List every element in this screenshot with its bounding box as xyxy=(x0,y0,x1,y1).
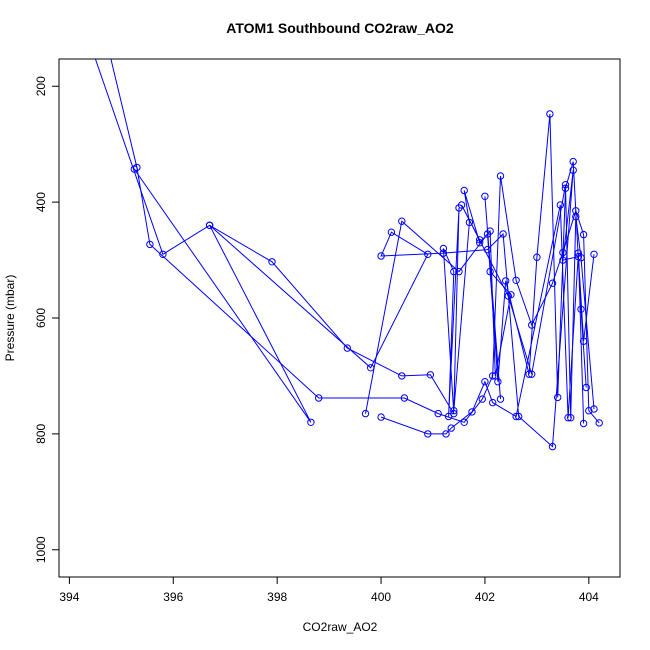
data-point xyxy=(499,230,507,238)
data-point xyxy=(489,398,497,407)
x-tick-label: 402 xyxy=(475,590,495,604)
data-point xyxy=(315,394,323,402)
data-point xyxy=(130,165,139,173)
data-point xyxy=(159,250,167,259)
data-point xyxy=(546,110,554,118)
y-tick-label: 400 xyxy=(34,192,48,212)
data-point xyxy=(447,424,455,432)
data-point xyxy=(512,276,520,284)
data-point xyxy=(361,409,370,418)
data-point xyxy=(564,414,572,422)
data-point xyxy=(457,201,466,209)
data-point xyxy=(548,279,557,287)
data-point xyxy=(483,230,492,238)
data-point xyxy=(579,230,588,239)
data-point xyxy=(494,378,502,386)
series-line xyxy=(94,59,512,417)
chart-title: ATOM1 Southbound CO2raw_AO2 xyxy=(226,20,454,36)
series-line xyxy=(110,59,600,424)
data-point xyxy=(387,228,396,236)
x-tick-label: 398 xyxy=(267,590,287,604)
series-line xyxy=(133,168,595,448)
data-point xyxy=(595,419,603,427)
y-tick-label: 600 xyxy=(34,308,48,328)
x-tick-label: 400 xyxy=(371,590,391,604)
y-tick-label: 200 xyxy=(34,76,48,96)
x-tick-label: 396 xyxy=(163,590,183,604)
data-point xyxy=(481,378,489,386)
data-point xyxy=(478,395,486,403)
data-point xyxy=(460,186,468,195)
data-point xyxy=(577,254,585,262)
data-point xyxy=(455,267,463,276)
data-point xyxy=(528,370,536,378)
data-point xyxy=(556,201,564,209)
data-point xyxy=(572,212,580,221)
data-point xyxy=(398,217,406,225)
data-point xyxy=(548,442,557,451)
data-point xyxy=(439,249,448,257)
data-point xyxy=(426,371,435,379)
data-point xyxy=(398,372,406,380)
data-point xyxy=(476,236,484,244)
y-axis: 200 400 600 800 1000 xyxy=(34,76,60,563)
data-point xyxy=(585,407,593,415)
x-axis-label: CO2raw_AO2 xyxy=(303,620,378,634)
data-point xyxy=(307,418,315,426)
x-tick-label: 404 xyxy=(579,590,599,604)
y-axis-label: Pressure (mbar) xyxy=(3,275,17,362)
data-point xyxy=(481,192,489,201)
data-point xyxy=(343,344,351,352)
data-point xyxy=(533,253,541,261)
data-point xyxy=(554,393,562,402)
data-point xyxy=(400,394,409,402)
x-axis: 394 396 398 400 402 404 xyxy=(59,576,599,604)
data-point xyxy=(590,250,598,259)
data-point xyxy=(442,430,450,438)
data-point xyxy=(439,244,448,253)
data-point xyxy=(424,250,432,259)
data-point xyxy=(567,414,575,422)
data-point xyxy=(468,408,476,416)
data-point xyxy=(496,395,505,403)
data-point xyxy=(569,157,577,166)
data-point xyxy=(424,430,432,438)
plot-frame xyxy=(58,58,621,578)
data-point xyxy=(579,419,588,428)
data-point xyxy=(268,258,276,266)
data-point xyxy=(450,407,458,415)
y-tick-label: 1000 xyxy=(34,536,48,563)
data-point xyxy=(434,409,442,418)
data-point xyxy=(512,412,520,421)
data-point xyxy=(502,277,510,285)
series-line xyxy=(365,113,587,414)
data-point xyxy=(496,172,505,180)
data-point xyxy=(450,267,458,276)
data-point xyxy=(525,370,533,378)
data-point xyxy=(504,292,512,300)
x-tick-label: 394 xyxy=(59,590,79,604)
series-line xyxy=(461,184,595,418)
data-point xyxy=(377,413,385,421)
data-point xyxy=(377,252,385,260)
data-point xyxy=(205,221,214,230)
y-tick-label: 800 xyxy=(34,424,48,444)
data-point xyxy=(489,372,497,380)
series-layer xyxy=(94,59,603,451)
data-point xyxy=(561,181,570,189)
data-point xyxy=(590,405,598,413)
data-point xyxy=(577,305,585,313)
data-point xyxy=(146,240,154,249)
data-point xyxy=(460,418,468,426)
